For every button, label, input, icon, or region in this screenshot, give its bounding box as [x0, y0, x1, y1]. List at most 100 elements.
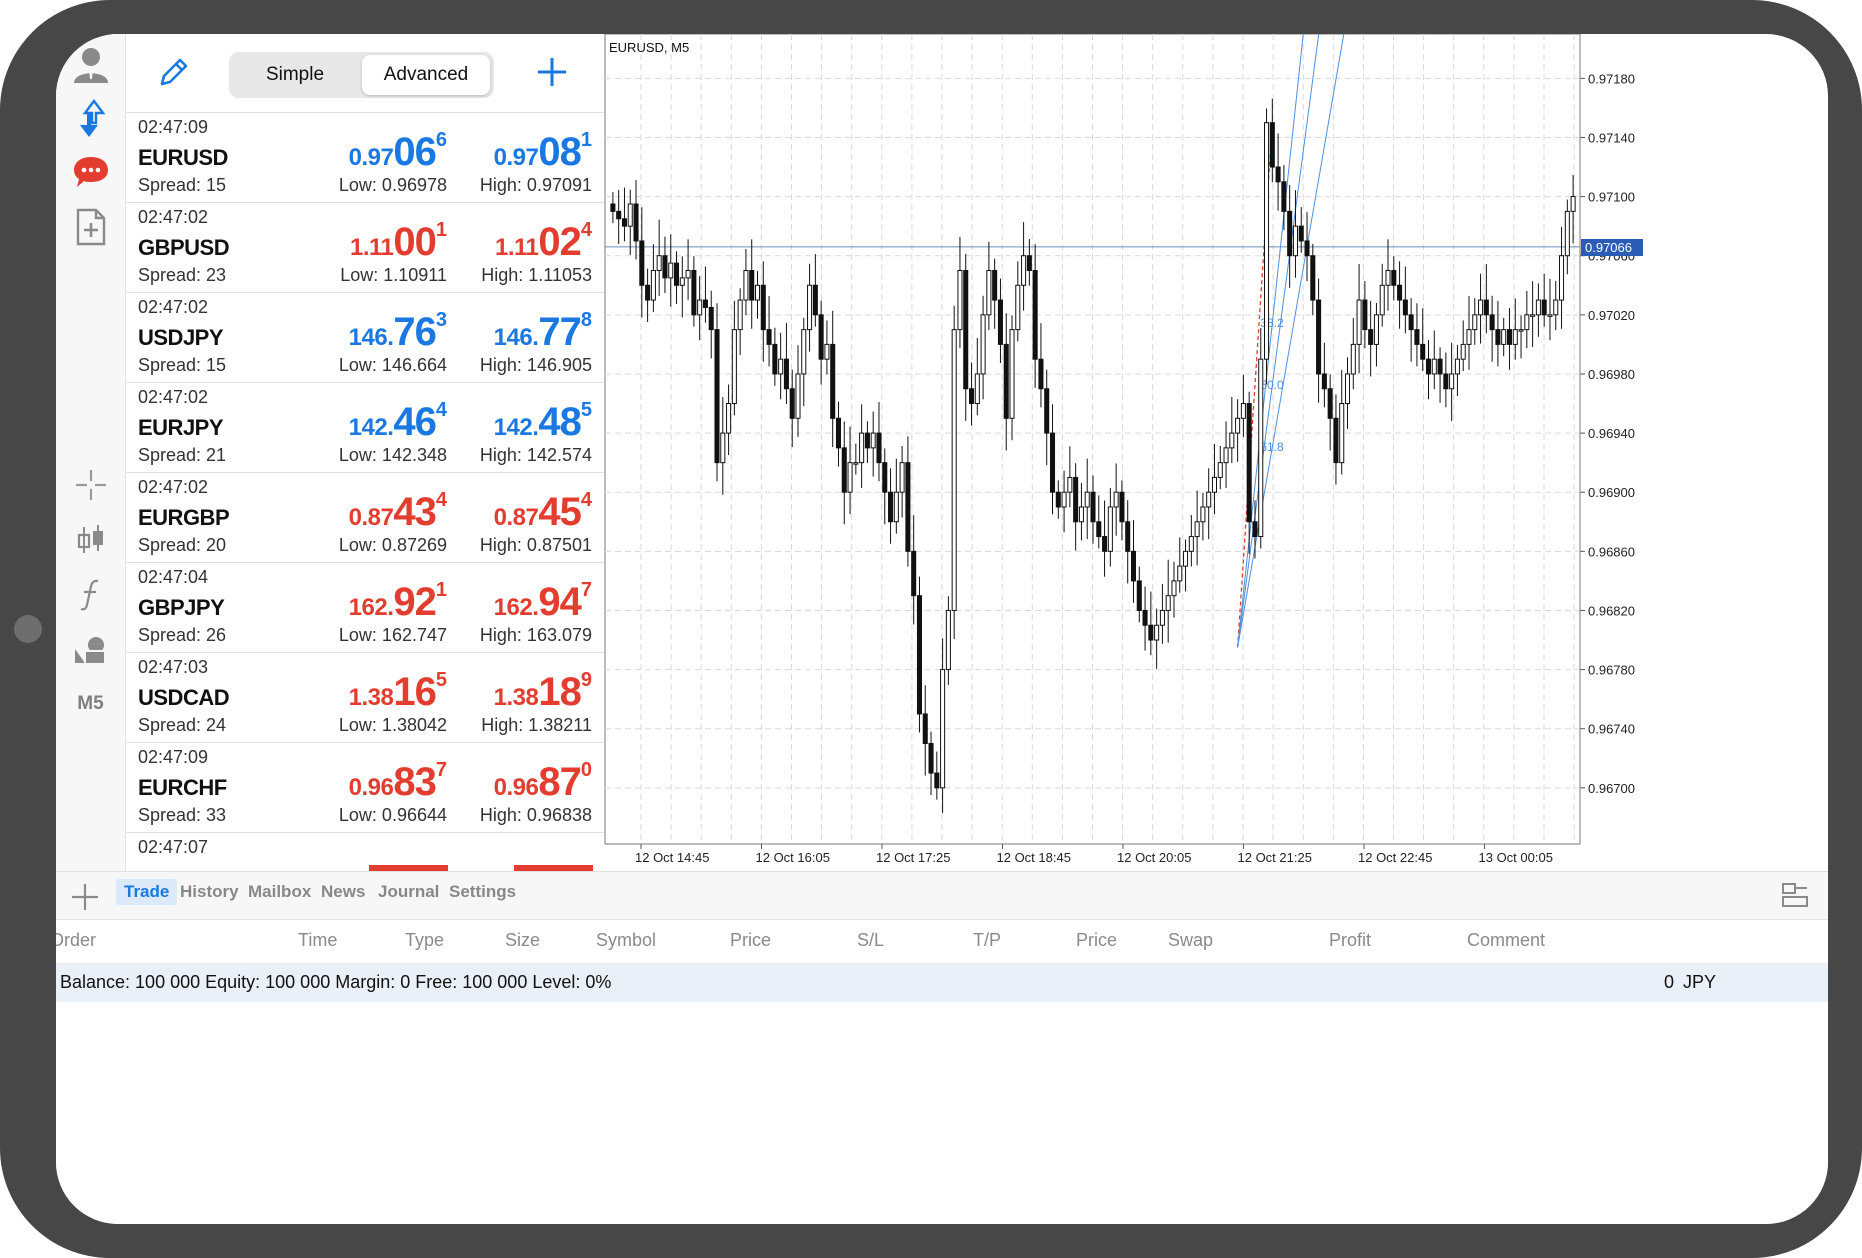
quote-ask: 0.97081	[493, 129, 592, 174]
candle-bull	[859, 432, 865, 464]
quote-bid: 0.87434	[348, 489, 447, 534]
candle-bear	[1397, 284, 1403, 301]
candle-bull	[656, 255, 662, 271]
chart-grid	[605, 34, 1580, 844]
candle-bull	[1206, 491, 1212, 508]
candle-bear	[1275, 166, 1281, 183]
candle-bull	[1078, 506, 1084, 523]
y-tick-label: 0.96780	[1588, 663, 1635, 678]
chart-svg[interactable]: 38.250.061.8 0.971800.971400.971000.9706…	[604, 34, 1828, 871]
candle-bull	[1015, 284, 1021, 331]
x-tick-label: 12 Oct 22:45	[1358, 850, 1432, 865]
candle-bear	[662, 255, 668, 279]
tab-settings[interactable]: Settings	[449, 882, 517, 901]
col-profit[interactable]: Profit	[1329, 930, 1372, 950]
candle-bear	[1368, 329, 1374, 345]
col-size[interactable]: Size	[505, 930, 541, 950]
price-chart[interactable]: 38.2 50.0 61.8 0.97180 0.97140 0.97100 0.9706…	[604, 34, 1828, 871]
price-axis: 0.971800.971400.971000.970600.970200.969…	[1580, 71, 1635, 796]
candle-bear	[888, 491, 894, 523]
tab-journal[interactable]: Journal	[378, 882, 440, 901]
tab-trade[interactable]: Trade	[116, 879, 178, 905]
candle-bull	[1344, 373, 1351, 405]
device-home-dot	[14, 615, 42, 643]
quote-spread: Spread: 33	[138, 805, 227, 825]
tab-history[interactable]: History	[180, 882, 239, 901]
tab-mailbox[interactable]: Mailbox	[248, 882, 312, 901]
tab-news[interactable]: News	[321, 882, 366, 901]
candle-bear	[1506, 329, 1513, 345]
candle-bear	[905, 462, 911, 552]
col-sl[interactable]: S/L	[857, 930, 885, 950]
quote-spread: Spread: 15	[138, 175, 227, 195]
candle-bear	[1003, 343, 1009, 419]
fibo-level-label: 50.0	[1260, 378, 1284, 392]
y-tick-label: 0.96820	[1588, 603, 1635, 618]
quote-row[interactable]: 02:47:09 EURCHF Spread: 33 0.96837 0.968…	[126, 742, 604, 833]
candle-bear	[783, 358, 789, 390]
x-tick-label: 12 Oct 16:05	[756, 850, 830, 865]
quote-row[interactable]: 02:47:02 USDJPY Spread: 15 146.763 146.7…	[126, 292, 604, 383]
objects-shapes-icon[interactable]	[56, 625, 125, 675]
quote-symbol: GBPUSD	[138, 235, 230, 260]
col-time[interactable]: Time	[298, 930, 338, 950]
candle-bear	[1125, 521, 1131, 552]
candle-bear	[830, 343, 836, 419]
quote-row[interactable]: 02:47:02 EURJPY Spread: 21 142.464 142.4…	[126, 382, 604, 473]
col-swap[interactable]: Swap	[1168, 930, 1214, 950]
fibo-fan-ray	[1237, 34, 1304, 648]
trade-arrows-icon[interactable]	[56, 94, 125, 144]
add-symbol-plus-icon[interactable]	[534, 54, 570, 95]
advanced-mode-button[interactable]: Advanced	[362, 55, 490, 95]
quote-high: High: 142.574	[479, 445, 592, 465]
col-tp[interactable]: T/P	[973, 930, 1002, 950]
chart-type-candles-icon[interactable]	[56, 515, 125, 565]
candle-bull	[1177, 565, 1183, 582]
simple-mode-button[interactable]: Simple	[265, 64, 325, 85]
candle-bull	[679, 277, 685, 286]
quote-low: Low: 0.96644	[338, 805, 447, 825]
quote-spread: Spread: 20	[138, 535, 227, 555]
account-icon[interactable]	[56, 40, 125, 90]
candle-bear	[1102, 536, 1108, 552]
fibo-level-label: 61.8	[1260, 440, 1284, 454]
chat-icon[interactable]	[56, 147, 125, 197]
y-tick-label: 0.96700	[1588, 781, 1635, 796]
new-document-icon[interactable]	[56, 202, 125, 252]
quote-row[interactable]: 02:47:04 GBPJPY Spread: 26 162.921 162.9…	[126, 562, 604, 653]
candle-bear	[1044, 388, 1050, 434]
quote-low: Low: 0.87269	[338, 535, 447, 555]
candle-bull	[1009, 329, 1015, 419]
col-comment[interactable]: Comment	[1467, 930, 1546, 950]
quote-row[interactable]: 02:47:03 USDCAD Spread: 24 1.38165 1.381…	[126, 652, 604, 743]
quote-row[interactable]: 02:47:09 EURUSD Spread: 15 0.97066 0.970…	[126, 112, 604, 203]
add-plus-icon[interactable]	[70, 882, 100, 917]
candle-bear	[1420, 343, 1426, 360]
candle-bull	[1159, 609, 1165, 626]
edit-pencil-icon[interactable]	[156, 54, 192, 95]
col-price[interactable]: Price	[730, 930, 772, 950]
candle-bull	[1385, 269, 1391, 286]
col-symbol[interactable]: Symbol	[596, 930, 657, 950]
candle-bear	[963, 269, 969, 390]
quote-row[interactable]: 02:47:02 GBPUSD Spread: 23 1.11001 1.110…	[126, 202, 604, 293]
y-tick-label: 0.96740	[1588, 722, 1635, 737]
candle-bull	[870, 432, 876, 449]
candle-bull	[743, 269, 749, 301]
candle-bull	[899, 462, 905, 493]
candle-bear	[772, 343, 778, 375]
candle-bull	[940, 669, 946, 789]
y-tick-label: 0.96900	[1588, 485, 1635, 500]
candle-bear	[1038, 358, 1044, 390]
col-type[interactable]: Type	[405, 930, 445, 950]
crosshair-icon[interactable]	[56, 460, 125, 510]
col-current-price[interactable]: Price	[1076, 930, 1118, 950]
candle-bear	[616, 210, 622, 220]
candle-bull	[1431, 358, 1437, 375]
col-order[interactable]: Order	[56, 930, 97, 950]
quote-row[interactable]: 02:47:02 EURGBP Spread: 20 0.87434 0.874…	[126, 472, 604, 563]
quote-row[interactable]: 02:47:07 ▬▬ ▬▬	[126, 832, 604, 871]
indicators-function-icon[interactable]	[56, 570, 125, 620]
timeframe-button[interactable]: M5	[56, 679, 125, 729]
layout-split-icon[interactable]	[1780, 881, 1810, 914]
